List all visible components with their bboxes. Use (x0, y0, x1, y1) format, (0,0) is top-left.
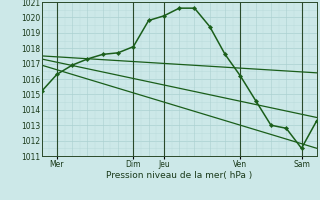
X-axis label: Pression niveau de la mer( hPa ): Pression niveau de la mer( hPa ) (106, 171, 252, 180)
